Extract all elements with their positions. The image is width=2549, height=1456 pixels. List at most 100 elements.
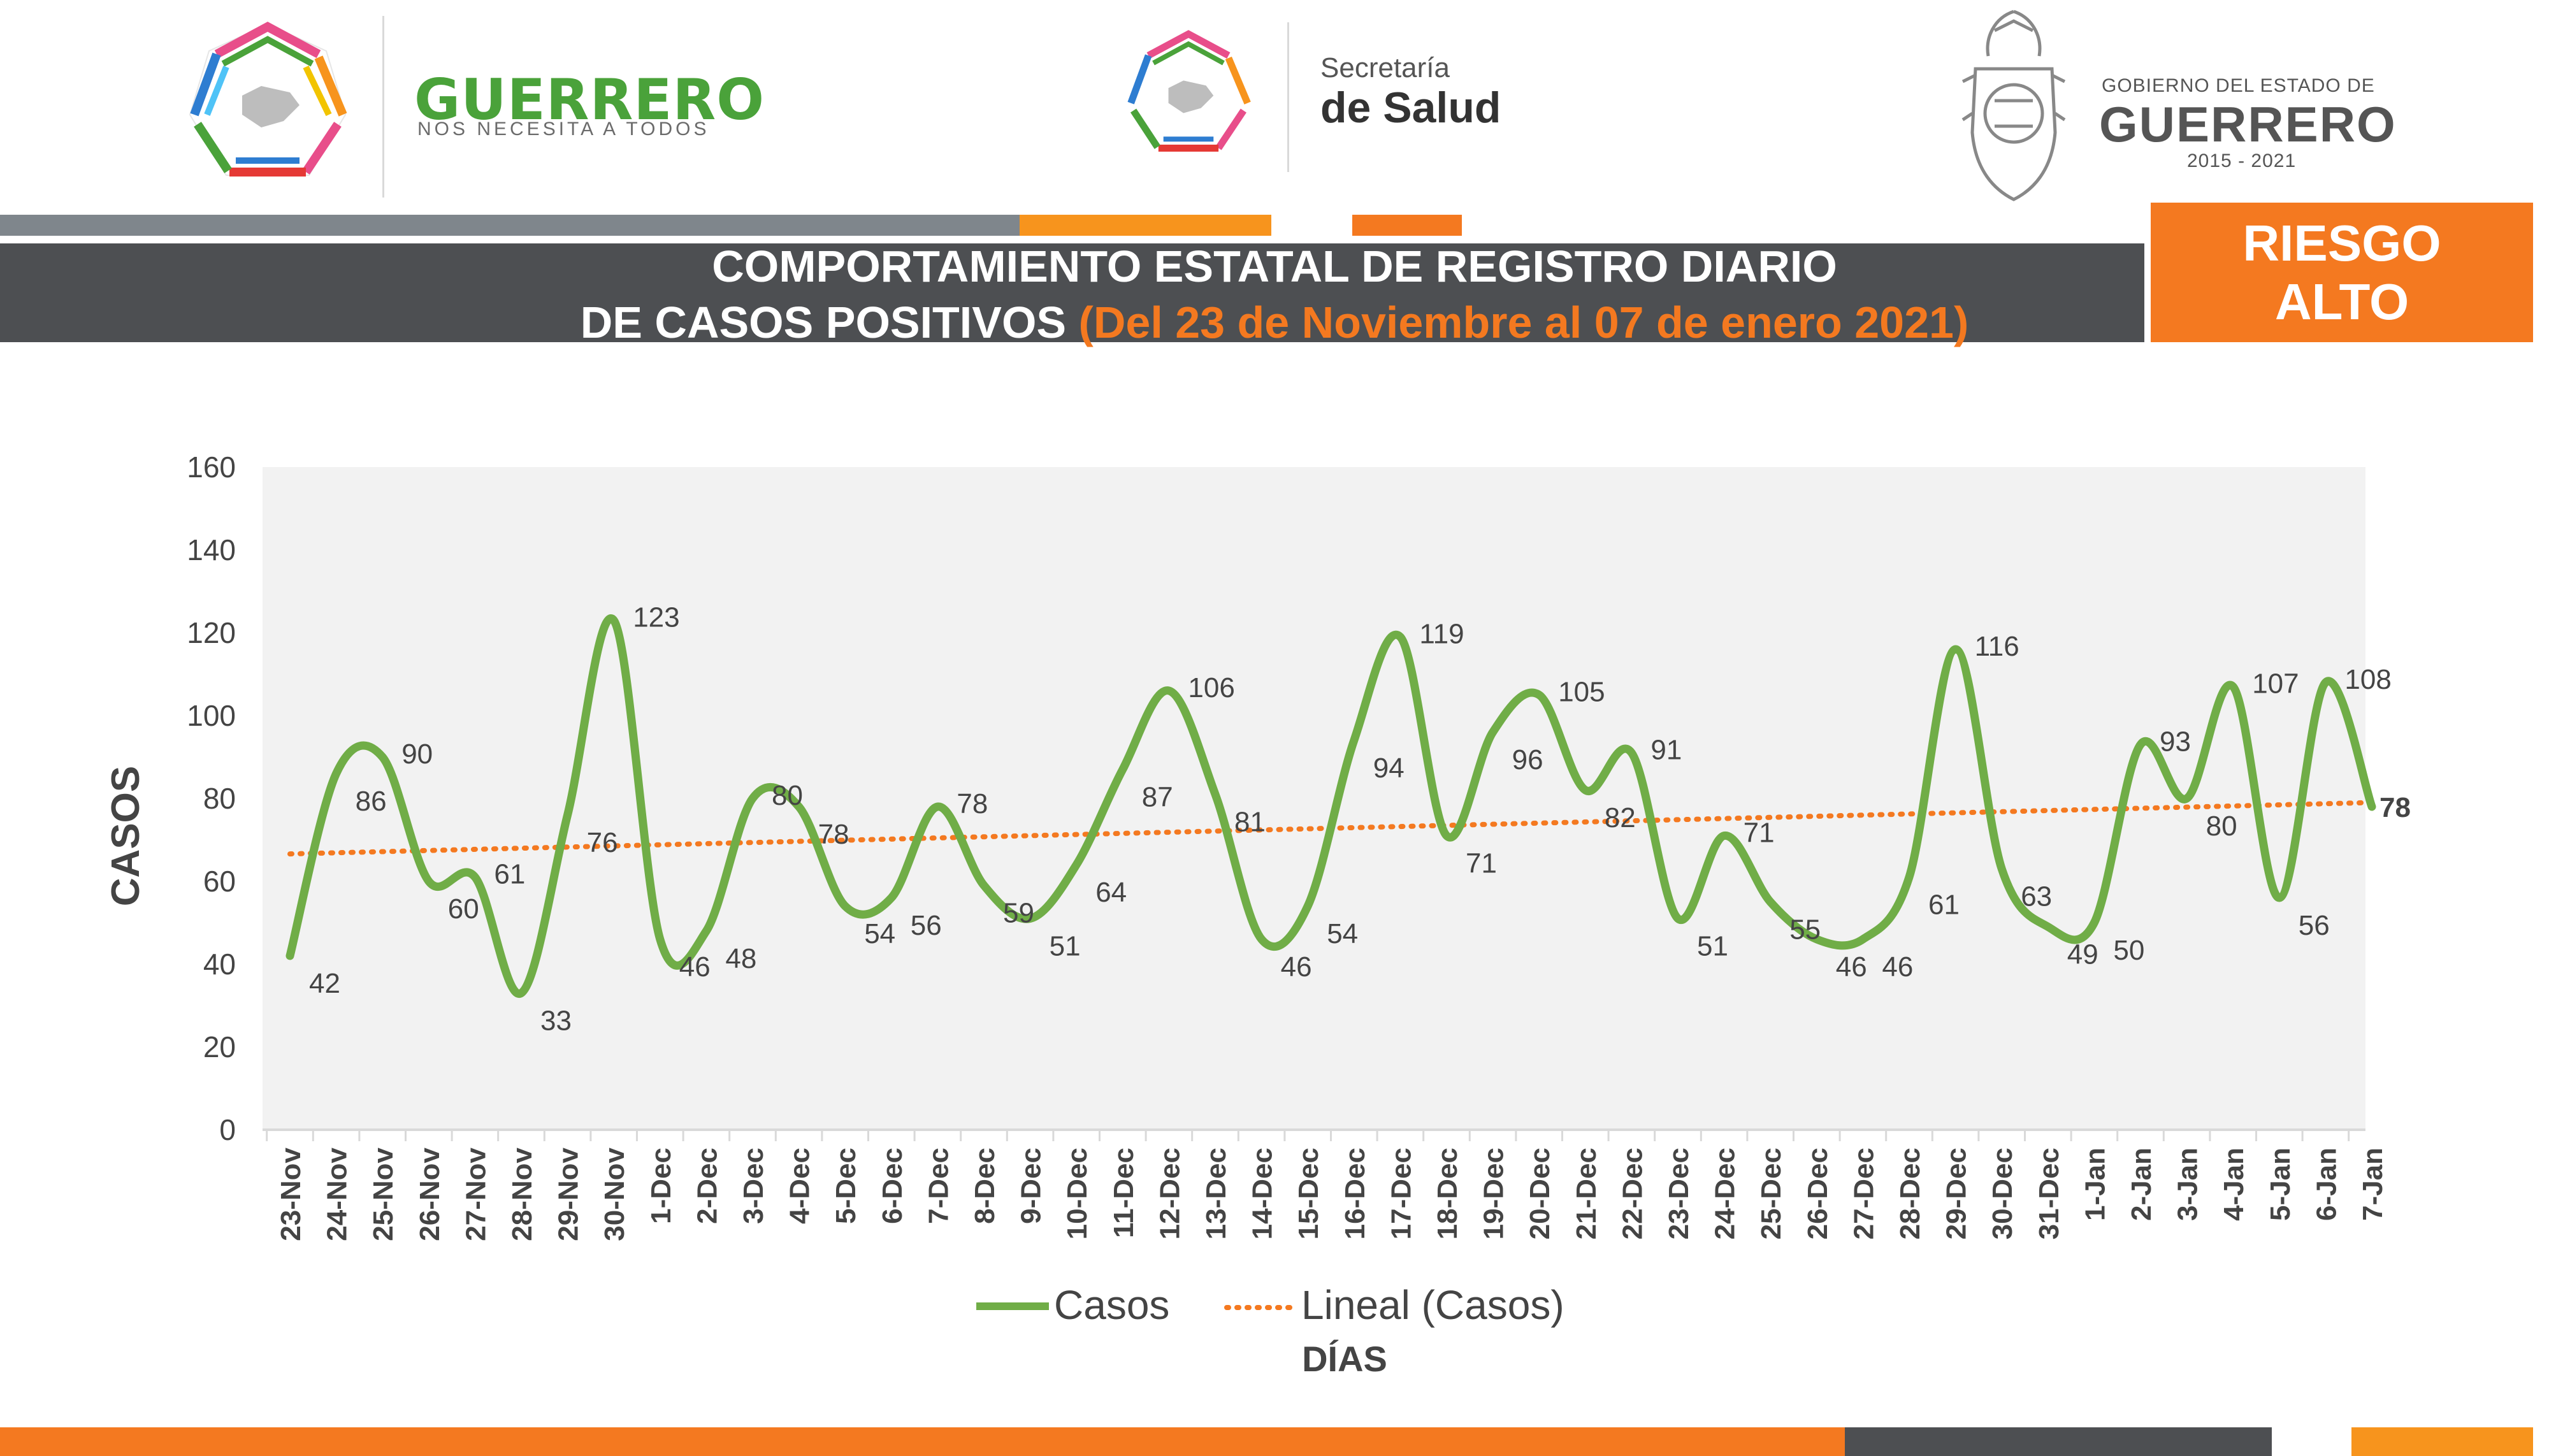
x-tick-label: 6-Dec — [877, 1148, 908, 1224]
x-tick-label: 21-Dec — [1571, 1148, 1602, 1239]
data-label: 123 — [633, 602, 679, 633]
data-label: 59 — [1003, 898, 1034, 929]
logo-title: GUERRERO — [414, 67, 765, 133]
x-tick-label: 22-Dec — [1617, 1148, 1648, 1239]
y-tick-label: 0 — [219, 1113, 236, 1146]
x-tick-label: 7-Dec — [923, 1148, 954, 1224]
legend-label-trend: Lineal (Casos) — [1301, 1282, 1564, 1328]
y-tick-label: 140 — [187, 533, 236, 566]
data-label: 56 — [911, 910, 942, 941]
logo-divider — [382, 16, 384, 198]
x-tick-label: 6-Jan — [2311, 1148, 2342, 1221]
data-label: 54 — [1327, 918, 1358, 949]
series-line-casos — [285, 614, 2376, 998]
data-label: 78 — [2379, 792, 2411, 823]
x-tick-label: 16-Dec — [1339, 1148, 1371, 1239]
y-tick-label: 160 — [187, 450, 236, 484]
y-tick-label: 120 — [187, 616, 236, 649]
data-label: 51 — [1050, 931, 1081, 962]
x-tick-label: 18-Dec — [1432, 1148, 1463, 1239]
data-label: 94 — [1373, 753, 1404, 784]
page-title-main: DE CASOS POSITIVOS — [580, 298, 1079, 347]
x-tick-label: 14-Dec — [1247, 1148, 1278, 1239]
data-label: 105 — [1558, 677, 1605, 708]
data-label: 46 — [679, 951, 711, 983]
x-tick-label: 27-Dec — [1848, 1148, 1879, 1239]
x-tick-label: 2-Jan — [2126, 1148, 2157, 1221]
x-tick-label: 9-Dec — [1016, 1148, 1047, 1224]
legend: Casos Lineal (Casos) — [976, 1282, 1564, 1328]
x-tick-label: 13-Dec — [1201, 1148, 1232, 1239]
header-orange-bar-small — [1352, 215, 1462, 236]
x-tick-label: 1-Jan — [2079, 1148, 2111, 1221]
data-label: 107 — [2252, 668, 2299, 700]
data-label: 119 — [1419, 619, 1464, 650]
data-label: 93 — [2160, 726, 2191, 758]
data-label: 46 — [1836, 951, 1867, 983]
data-label: 91 — [1650, 735, 1682, 766]
page-title-range: (Del 23 de Noviembre al 07 de enero 2021… — [1078, 298, 1969, 347]
header-orange-bar — [1020, 215, 1271, 236]
x-tick-label: 23-Nov — [275, 1147, 307, 1241]
data-label: 86 — [356, 786, 387, 817]
header-gray-bar — [0, 215, 1020, 236]
data-label: 64 — [1095, 877, 1127, 908]
data-label: 116 — [1975, 631, 2019, 662]
logo-divider — [1287, 22, 1289, 172]
x-tick-label: 15-Dec — [1293, 1148, 1324, 1239]
data-label: 90 — [401, 739, 433, 770]
salud-logo-icon — [1127, 30, 1251, 152]
salud-logo-line1: Secretaría — [1320, 52, 1450, 83]
state-seal-icon — [1961, 10, 2066, 201]
x-tick-label: 4-Dec — [784, 1148, 816, 1224]
x-tick-label: 23-Dec — [1663, 1148, 1694, 1239]
data-label: 51 — [1697, 931, 1728, 962]
x-tick-label: 25-Nov — [368, 1147, 399, 1241]
guerrero-logo-icon — [189, 22, 347, 177]
data-label: 61 — [1928, 890, 1960, 921]
x-axis-label: DÍAS — [1302, 1339, 1387, 1379]
data-label: 78 — [818, 819, 849, 850]
data-label: 80 — [772, 780, 803, 811]
x-tick-label: 30-Nov — [599, 1147, 630, 1241]
x-tick-label: 27-Nov — [460, 1147, 491, 1241]
x-tick-label: 4-Jan — [2218, 1148, 2249, 1221]
data-label: 87 — [1142, 782, 1173, 813]
data-label: 46 — [1882, 951, 1913, 983]
x-tick-label: 8-Dec — [969, 1148, 1000, 1224]
x-tick-label: 3-Jan — [2172, 1148, 2204, 1221]
data-label: 50 — [2113, 935, 2144, 966]
x-tick-label: 24-Dec — [1710, 1148, 1741, 1239]
data-label: 60 — [448, 893, 479, 925]
footer-gray-bar — [1845, 1427, 2272, 1456]
page-title-line2: DE CASOS POSITIVOS (Del 23 de Noviembre … — [0, 297, 2549, 348]
data-label: 55 — [1789, 914, 1821, 946]
page-title-line1: COMPORTAMIENTO ESTATAL DE REGISTRO DIARI… — [712, 241, 1837, 291]
data-label: 56 — [2299, 910, 2330, 941]
data-label: 106 — [1188, 672, 1234, 703]
x-tick-label: 7-Jan — [2357, 1148, 2388, 1221]
x-tick-label: 29-Dec — [1941, 1148, 1972, 1239]
y-tick-label: 100 — [187, 699, 236, 732]
x-axis: 23-Nov 24-Nov 25-Nov 26-Nov 27-Nov 28-Nov 29-N… — [263, 1128, 2388, 1241]
y-tick-label: 60 — [203, 865, 236, 898]
x-tick-label: 29-Nov — [553, 1147, 584, 1241]
y-tick-label: 40 — [203, 948, 236, 981]
x-tick-label: 31-Dec — [2033, 1148, 2065, 1239]
data-label: 61 — [494, 859, 525, 890]
y-axis: 0 20 40 60 80 100 120 140 160 — [187, 450, 236, 1146]
x-tick-label: 28-Dec — [1895, 1148, 1926, 1239]
x-tick-label: 28-Nov — [507, 1147, 538, 1241]
data-label: 46 — [1281, 951, 1312, 983]
data-label: 76 — [587, 827, 618, 858]
data-label: 81 — [1234, 807, 1266, 838]
x-tick-label: 24-Nov — [322, 1147, 353, 1241]
x-tick-label: 12-Dec — [1154, 1148, 1185, 1239]
x-tick-label: 10-Dec — [1062, 1148, 1093, 1239]
data-label: 71 — [1744, 818, 1775, 849]
footer-orange-bar-small — [2351, 1427, 2533, 1456]
data-label: 78 — [957, 788, 988, 819]
legend-label-casos: Casos — [1054, 1282, 1169, 1328]
government-line2: GUERRERO — [2099, 96, 2397, 152]
